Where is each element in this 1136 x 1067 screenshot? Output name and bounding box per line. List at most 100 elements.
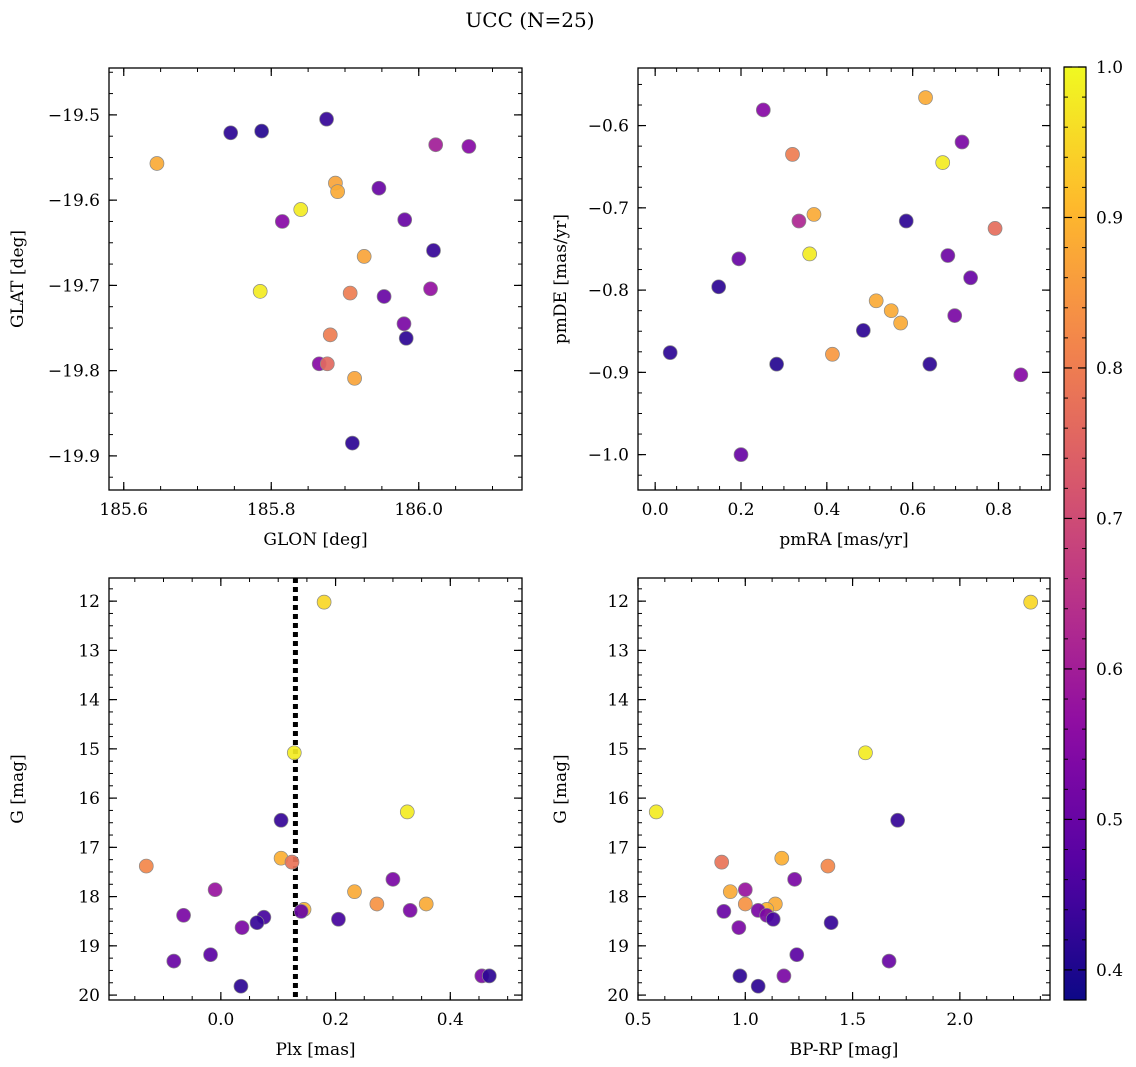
data-point — [176, 907, 191, 923]
x-tick-label: 186.0 — [394, 500, 443, 520]
data-point — [166, 953, 182, 969]
x-tick-label: 0.8 — [985, 500, 1012, 520]
data-point — [881, 953, 897, 969]
figure-title: UCC (N=25) — [465, 8, 594, 32]
data-point — [893, 315, 909, 331]
data-point — [774, 850, 790, 866]
data-point — [737, 882, 753, 898]
data-point — [461, 139, 477, 154]
y-tick-label: 15 — [607, 740, 629, 760]
data-point — [330, 184, 345, 199]
colorbar: 0.4 0.5 0.6 0.7 0.8 0.9 1.0 — [1063, 58, 1123, 1001]
y-tick-label: 15 — [78, 740, 100, 760]
data-point — [731, 251, 747, 267]
data-point — [883, 303, 899, 319]
y-tick-label: −0.9 — [588, 363, 629, 383]
data-point — [234, 920, 250, 935]
colorbar-gradient — [1063, 66, 1087, 1001]
x-axis-label: Plx [mas] — [275, 1040, 355, 1060]
plot-frame — [108, 577, 523, 1001]
x-tick-label: 0.2 — [727, 500, 754, 520]
data-point — [397, 212, 413, 228]
data-point — [418, 896, 434, 912]
data-point — [207, 882, 223, 898]
data-point — [868, 293, 884, 309]
y-tick-label: 19 — [78, 937, 100, 957]
data-point — [399, 804, 415, 820]
data-point — [963, 270, 978, 286]
colorbar-tick-label: 0.5 — [1096, 810, 1123, 830]
colorbar-tick-label: 0.9 — [1096, 208, 1123, 228]
data-point — [342, 285, 358, 301]
data-point — [138, 858, 154, 874]
y-tick-label: 17 — [607, 838, 629, 858]
x-tick-label: 0.6 — [899, 500, 926, 520]
y-tick-label: 19 — [607, 937, 629, 957]
y-tick-label: −19.6 — [48, 191, 100, 211]
x-tick-label: 185.8 — [247, 500, 296, 520]
data-point — [787, 872, 802, 887]
y-tick-label: −19.8 — [48, 362, 100, 382]
plot-frame — [637, 577, 1051, 1001]
colorbar-tick-label: 0.6 — [1096, 660, 1123, 680]
x-tick-label: 1.0 — [732, 1010, 759, 1030]
y-tick-label: 20 — [78, 986, 100, 1006]
data-point — [662, 345, 678, 360]
x-tick-label: 0.2 — [322, 1010, 349, 1030]
data-point — [737, 896, 753, 912]
y-tick-label: 12 — [78, 592, 100, 612]
y-tick-label: −1.0 — [588, 446, 629, 466]
data-point — [858, 745, 873, 761]
y-axis-label: G [mag] — [551, 754, 571, 823]
data-point — [711, 279, 727, 295]
data-point — [149, 156, 165, 171]
x-tick-label: 0.4 — [813, 500, 840, 520]
colorbar-tick-label: 0.4 — [1096, 961, 1123, 981]
x-axis-label: GLON [deg] — [263, 530, 367, 550]
data-point — [791, 213, 807, 229]
data-point — [316, 594, 332, 610]
data-point — [319, 111, 334, 127]
data-point — [802, 246, 818, 262]
y-tick-label: 16 — [78, 789, 100, 809]
data-point — [347, 370, 362, 386]
data-point — [890, 812, 905, 828]
data-point — [722, 884, 738, 900]
data-point — [286, 745, 302, 761]
plot-frame — [108, 67, 523, 491]
y-tick-label: −0.7 — [588, 199, 629, 219]
data-point — [426, 243, 441, 258]
x-tick-label: 0.0 — [207, 1010, 234, 1030]
colorbar-tick-label: 0.7 — [1096, 509, 1123, 529]
data-point — [765, 911, 781, 927]
x-tick-label: 2.0 — [946, 1010, 973, 1030]
data-point — [293, 202, 309, 217]
data-point — [331, 911, 346, 927]
y-tick-label: 20 — [607, 986, 629, 1006]
data-point — [750, 978, 766, 994]
data-point — [714, 854, 730, 870]
data-point — [987, 221, 1003, 236]
data-point — [398, 330, 414, 346]
data-point — [1013, 367, 1029, 383]
data-point — [1023, 594, 1039, 610]
y-tick-label: −19.5 — [48, 106, 100, 126]
data-point — [252, 284, 268, 299]
data-point — [823, 915, 839, 931]
data-point — [755, 102, 771, 118]
data-point — [806, 207, 822, 222]
x-tick-label: 0.0 — [642, 500, 669, 520]
data-point — [820, 858, 836, 874]
x-tick-label: 185.6 — [99, 500, 148, 520]
y-tick-label: 14 — [607, 691, 629, 711]
data-point — [322, 327, 338, 343]
data-point — [345, 435, 360, 451]
panel-bprp-g: 0.5 1.0 1.5 2.0 12 13 14 15 16 17 18 19 20 BP-RP [mag… — [551, 577, 1051, 1060]
data-point — [732, 968, 748, 984]
y-tick-label: 18 — [78, 888, 100, 908]
data-point — [776, 968, 792, 984]
plot-frame — [637, 67, 1051, 491]
data-point — [716, 904, 732, 919]
data-point — [203, 947, 218, 963]
data-point — [284, 854, 300, 870]
